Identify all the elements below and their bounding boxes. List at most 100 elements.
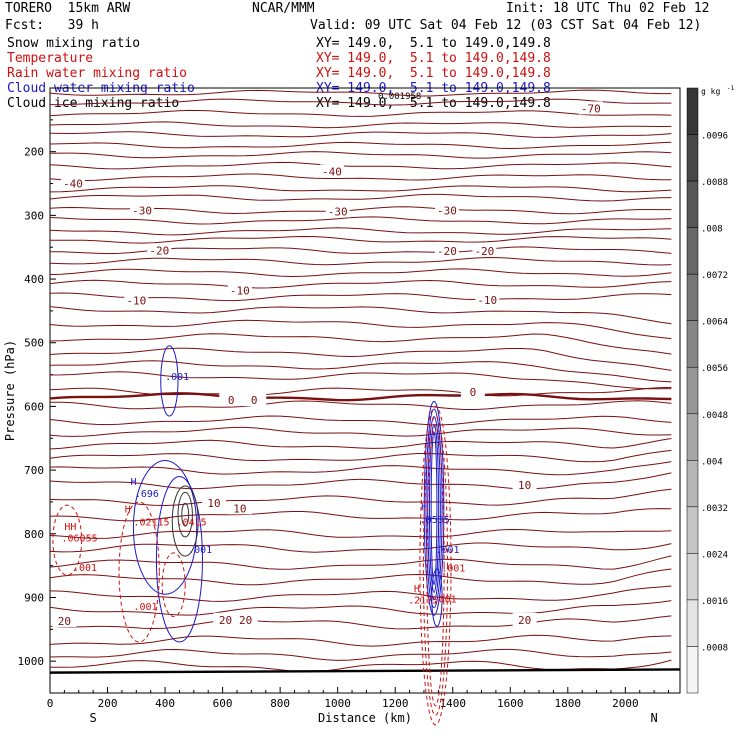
model-title: TORERO 15km ARW — [5, 1, 131, 16]
rain-water-contour — [52, 504, 83, 576]
colorbar-tick-label: .0064 — [701, 318, 728, 328]
temperature-contour — [49, 542, 672, 553]
colorbar-unit: g kg — [701, 87, 720, 96]
x-tick-label: 200 — [98, 697, 118, 710]
cloud-water-contour — [160, 345, 179, 417]
temperature-contour — [49, 648, 672, 661]
temperature-label: -30 — [328, 206, 348, 219]
colorbar-tick-label: .0024 — [701, 550, 728, 560]
rain-water-contour — [118, 501, 160, 643]
x-tick-label: 1600 — [497, 697, 524, 710]
temperature-contour — [50, 235, 672, 244]
microphysics-label: H — [125, 504, 131, 515]
plot-frame — [49, 87, 681, 694]
cloud-water-contour — [431, 568, 443, 627]
microphysics-label: .001 — [435, 545, 459, 556]
colorbar-tick-label: .0056 — [701, 364, 728, 374]
temperature-label-bg — [578, 101, 603, 115]
colorbar-tick-label: .0096 — [701, 132, 728, 142]
rain-water-contour — [161, 552, 186, 618]
temperature-contour — [49, 585, 672, 602]
temperature-label-bg — [124, 293, 149, 307]
microphysics-label: H — [131, 477, 137, 488]
y-tick-label: 200 — [24, 146, 44, 159]
temperature-label-bg — [242, 393, 267, 407]
temperature-contour — [49, 449, 672, 463]
temperature-label-bg — [512, 477, 537, 491]
temperature-contour — [49, 488, 672, 507]
colorbar-tick-label: .0072 — [701, 271, 728, 281]
field-cloud-ice-name: Cloud ice mixing ratio — [7, 96, 180, 111]
temperature-label: 0 — [470, 386, 477, 399]
temperature-label: 10 — [518, 479, 531, 492]
colorbar-tick-label: .008 — [701, 225, 723, 235]
colorbar-tick-label: .0032 — [701, 504, 728, 514]
temperature-contour — [49, 193, 672, 202]
x-tick-label: 2000 — [612, 697, 639, 710]
temperature-contour — [49, 360, 672, 383]
temperature-contour — [49, 141, 672, 150]
colorbar-tick-label: .0016 — [701, 597, 728, 607]
colorbar-segment — [686, 599, 699, 647]
temperature-label: -30 — [437, 204, 457, 217]
temperature-contour — [49, 173, 672, 182]
temperature-label-bg — [434, 244, 459, 258]
field-rain-name: Rain water mixing ratio — [7, 66, 188, 81]
temperature-label-bg — [219, 393, 244, 407]
cloud-water-contour — [132, 460, 198, 595]
temperature-contour — [49, 634, 672, 647]
freezing-level-contour — [49, 392, 672, 402]
cloud-ice-contour — [181, 502, 190, 527]
temperature-label: 10 — [233, 502, 246, 515]
temperature-label: 0 — [228, 394, 235, 407]
x-tick-label: 1800 — [555, 697, 582, 710]
temperature-label-bg — [460, 384, 485, 398]
field-snow-name: Snow mixing ratio — [7, 36, 141, 51]
temperature-contour — [49, 121, 672, 129]
colorbar-tick-label: .0008 — [701, 643, 728, 653]
x-tick-label: 400 — [155, 697, 175, 710]
y-tick-label: 600 — [24, 400, 44, 413]
rain-water-contour — [419, 405, 452, 726]
cloud-water-contour — [425, 408, 443, 609]
y-axis-title: Pressure (hPa) — [3, 340, 17, 441]
temperature-label-bg — [512, 612, 537, 626]
temperature-label-bg — [130, 203, 155, 217]
microphysics-label: .02115 — [133, 518, 169, 529]
temperature-contour — [49, 185, 672, 193]
colorbar-segment — [686, 460, 699, 508]
colorbar-segment — [686, 646, 699, 694]
temperature-label: 20 — [219, 614, 232, 627]
field-temperature-xy: XY= 149.0, 5.1 to 149.0,149.8 — [316, 51, 551, 66]
microphysics-label: .001 — [433, 595, 457, 606]
temperature-contour — [49, 256, 672, 266]
temperature-contour — [49, 216, 672, 225]
x-tick-label: 0 — [47, 697, 54, 710]
field-snow-xy: XY= 149.0, 5.1 to 149.0,149.8 — [316, 36, 551, 51]
colorbar-segment — [686, 273, 699, 321]
colorbar-segment — [686, 320, 699, 368]
south-label: S — [90, 711, 97, 725]
temperature-contour — [49, 347, 672, 371]
temperature-label-bg — [213, 612, 238, 626]
temperature-label: -30 — [132, 204, 152, 217]
temperature-label-bg — [52, 614, 77, 628]
colorbar-segment — [686, 134, 699, 182]
temperature-contour — [49, 319, 672, 340]
temperature-contour — [49, 292, 672, 302]
temperature-contour — [49, 426, 672, 437]
temperature-label: -20 — [149, 244, 169, 257]
temperature-label: -40 — [63, 178, 83, 191]
temperature-contour — [49, 268, 672, 278]
temperature-contour — [49, 371, 672, 390]
y-tick-label: 300 — [24, 209, 44, 222]
temperature-label-bg — [233, 612, 258, 626]
temperature-contour — [49, 227, 672, 236]
microphysics-label: .001 — [73, 563, 97, 574]
field-rain-xy: XY= 149.0, 5.1 to 149.0,149.8 — [316, 66, 551, 81]
microphysics-label: .06055 — [62, 534, 98, 545]
temperature-label: 20 — [239, 614, 252, 627]
temperature-label-bg — [61, 176, 86, 190]
microphysics-label: .001 — [133, 602, 157, 613]
